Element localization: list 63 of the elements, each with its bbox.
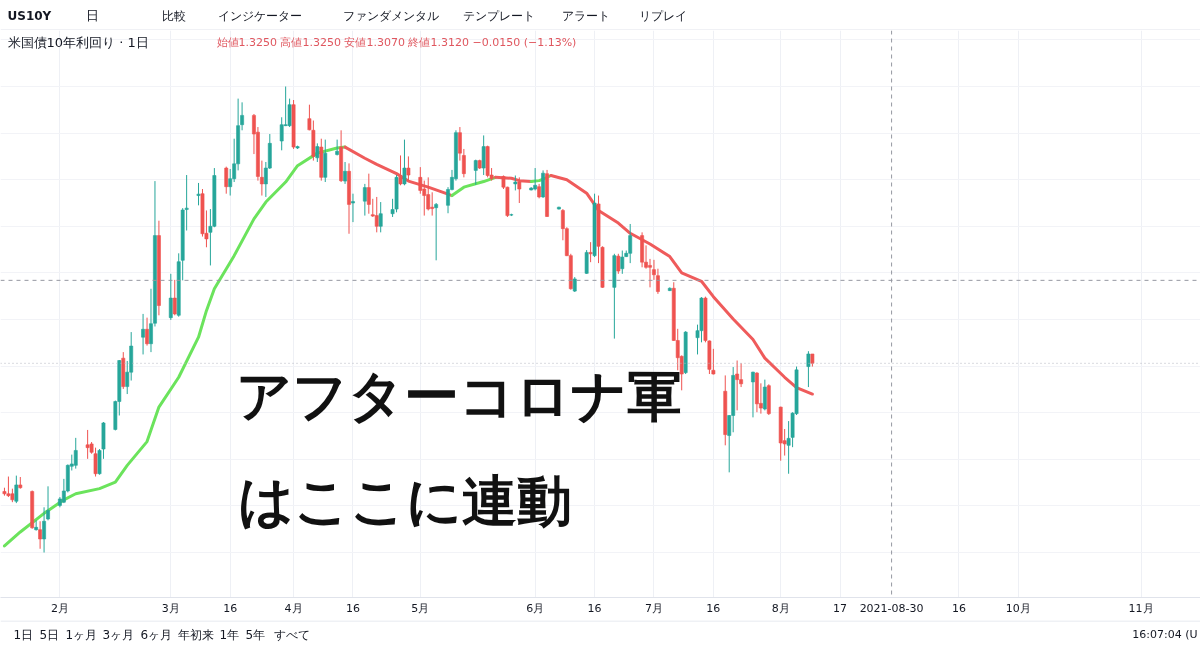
candlestick [434,202,439,261]
x-tick-label: 7月 [644,601,663,615]
text: すべて [273,627,310,642]
text: 16:07:04 (U [1132,628,1198,641]
x-tick-label: 6月 [526,601,545,615]
candlestick [584,249,589,275]
x-tick-label: 10月 [1005,601,1031,615]
x-tick-label: 3月 [161,601,180,615]
candlestick [628,223,633,264]
text: アラート [561,8,610,23]
text: テンプレート [462,8,535,23]
candlestick [196,182,201,206]
candlestick [430,191,435,217]
candlestick [751,371,755,418]
candlestick [406,155,411,182]
candlestick [648,258,652,288]
x-tick-label: 2月 [50,601,69,615]
text: 日 [86,8,99,23]
candlestick [378,201,383,233]
candlestick [398,154,403,186]
text: 比較 [161,8,186,23]
candlestick [473,159,478,186]
x-tick-label: 16 [587,601,602,615]
candlestick [588,241,593,263]
ref-line-label: 2021-08-30 [859,601,924,615]
text: 6ヶ月 [140,627,173,642]
x-tick-label: 16 [706,601,721,615]
candlestick [366,173,371,215]
annotation: はここに連動 [237,468,572,533]
candlestick [762,379,767,411]
candlestick [224,166,229,195]
x-tick-label: 4月 [284,601,303,615]
text: 5年 [245,627,266,642]
text: インジケーター [217,8,302,23]
candlestick [335,139,340,156]
candlestick [168,273,173,321]
candlestick [279,116,284,151]
annotation: アフターコロナ軍 [235,363,682,428]
text: ファンダメンタル [342,8,439,23]
text: 5日 [39,627,60,642]
text: 年初来 [177,627,214,642]
candlestick [315,142,320,163]
x-tick-label: 11月 [1128,601,1154,615]
candlestick [616,253,621,275]
x-tick-label: 17 [833,601,848,615]
candlestick [351,193,355,223]
chart-title: 米国債10年利回り · 1日 [7,35,149,50]
candlestick [735,360,740,411]
candlestick [541,169,545,199]
text: 1日 [13,627,34,642]
text: US10Y [7,8,52,23]
x-tick-label: 5月 [411,601,430,615]
x-tick-label: 16 [951,601,966,615]
candlestick [362,183,367,217]
text: 1ヶ月 [65,627,98,642]
x-tick-label: 16 [345,601,360,615]
text: 3ヶ月 [102,627,135,642]
chart-subtitle: 始値1.3250 高値1.3250 安値1.3070 終値1.3120 −0.0150 (−1.13%) [216,36,577,49]
x-tick-label: 8月 [771,601,790,615]
text: リプレイ [638,8,687,23]
x-tick-label: 16 [223,601,238,615]
candlestick [343,161,347,185]
text: 1年 [219,627,240,642]
